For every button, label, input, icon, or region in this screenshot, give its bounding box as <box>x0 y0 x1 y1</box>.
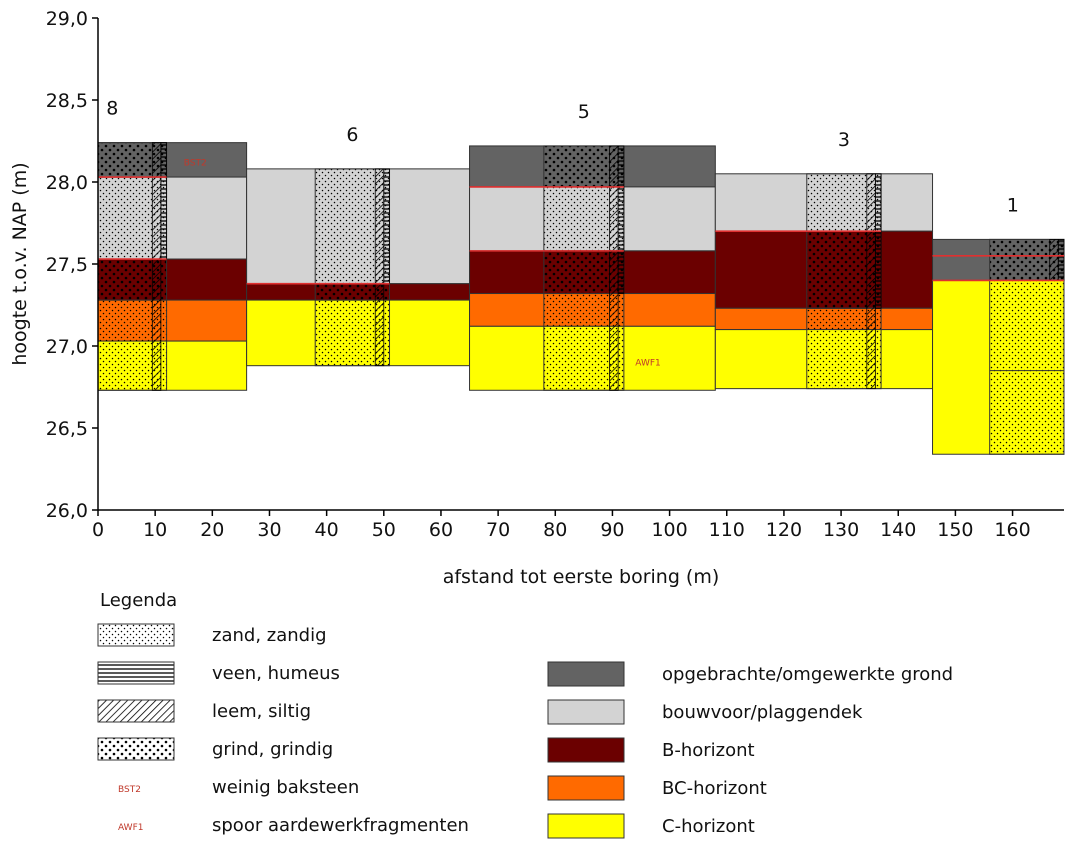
legend-item-lithology: grind, grindig <box>97 737 333 761</box>
strip-veen-pattern <box>1057 238 1065 281</box>
x-tick-label: 90 <box>600 519 624 541</box>
x-tick-label: 100 <box>651 519 687 541</box>
legend-swatch-bouwvoor <box>547 699 625 725</box>
x-axis-label: afstand tot eerste boring (m) <box>443 566 720 588</box>
profile-area: 8 BST2 6 5 AWF1 3 1 <box>97 98 1065 455</box>
legend-marker-label: BST2 <box>118 785 141 795</box>
strip-veen-pattern <box>617 145 625 294</box>
legend-item-lithology: BST2 weinig baksteen <box>118 777 359 798</box>
boring-8: 8 BST2 <box>97 98 248 391</box>
boring-label: 6 <box>346 124 358 146</box>
legend-swatch-b-horizont <box>547 737 625 763</box>
core-zand-pattern <box>989 279 1065 455</box>
boring-label: 8 <box>106 98 118 120</box>
legend-swatch-bc-horizont <box>547 775 625 801</box>
legend-label: zand, zandig <box>212 625 327 646</box>
y-tick-label: 27,0 <box>46 336 88 358</box>
x-tick-label: 40 <box>315 519 339 541</box>
legend: Legenda zand, zandig veen, humeus leem, si… <box>97 590 953 839</box>
legend-label: veen, humeus <box>212 663 340 684</box>
legend-label: bouwvoor/plaggendek <box>662 702 863 723</box>
boring-label: 5 <box>578 101 590 123</box>
x-tick-label: 140 <box>880 519 916 541</box>
legend-swatch-c-horizont <box>547 813 625 839</box>
y-tick-label: 26,0 <box>46 500 88 522</box>
legend-swatch-opgebracht <box>547 661 625 687</box>
strip-leem-pattern <box>374 168 385 367</box>
strip-veen-pattern <box>383 168 390 285</box>
y-tick-label: 28,5 <box>46 90 88 112</box>
boring-label: 3 <box>838 129 850 151</box>
legend-marker-label: AWF1 <box>118 823 143 833</box>
x-tick-label: 50 <box>372 519 396 541</box>
marker-label: AWF1 <box>635 359 660 369</box>
boring-3: 3 <box>714 129 934 390</box>
strip-leem-pattern <box>866 173 876 390</box>
legend-label: opgebrachte/omgewerkte grond <box>662 664 953 685</box>
legend-item-horizon: BC-horizont <box>547 775 767 801</box>
legend-item-lithology: veen, humeus <box>97 661 340 685</box>
legend-swatch-leem <box>97 699 175 723</box>
x-tick-label: 110 <box>709 519 745 541</box>
x-tick-label: 0 <box>92 519 104 541</box>
legend-label: grind, grindig <box>212 739 333 760</box>
x-tick-label: 20 <box>200 519 224 541</box>
legend-swatch-zand <box>97 623 175 647</box>
boring-label: 1 <box>1007 194 1019 216</box>
legend-label: leem, siltig <box>212 701 311 722</box>
legend-item-horizon: C-horizont <box>547 813 755 839</box>
strip-veen-pattern <box>874 173 882 309</box>
y-axis-label: hoogte t.o.v. NAP (m) <box>9 162 31 365</box>
legend-title: Legenda <box>100 590 177 611</box>
x-tick-label: 160 <box>994 519 1030 541</box>
marker-label: BST2 <box>184 159 207 169</box>
strip-leem-pattern <box>609 145 619 391</box>
boring-5: 5 AWF1 <box>469 101 716 391</box>
y-tick-label: 28,0 <box>46 172 88 194</box>
x-tick-label: 60 <box>429 519 453 541</box>
boring-1: 1 <box>932 194 1065 455</box>
strip-leem-pattern <box>151 142 162 391</box>
legend-item-lithology: leem, siltig <box>97 699 311 723</box>
legend-item-lithology: AWF1 spoor aardewerkfragmenten <box>118 815 469 836</box>
strip-veen-pattern <box>160 142 167 260</box>
x-tick-label: 150 <box>937 519 973 541</box>
legend-label: C-horizont <box>662 816 755 837</box>
x-tick-label: 30 <box>257 519 281 541</box>
x-tick-label: 120 <box>766 519 802 541</box>
legend-item-horizon: bouwvoor/plaggendek <box>547 699 863 725</box>
y-tick-label: 29,0 <box>46 8 88 30</box>
strip-leem-pattern <box>1049 238 1059 281</box>
boring-6: 6 <box>246 124 471 367</box>
y-tick-label: 26,5 <box>46 418 88 440</box>
legend-label: BC-horizont <box>662 778 767 799</box>
legend-label: B-horizont <box>662 740 755 761</box>
legend-item-lithology: zand, zandig <box>97 623 327 647</box>
x-tick-label: 80 <box>543 519 567 541</box>
legend-label: weinig baksteen <box>212 777 359 798</box>
axis-ticks: 29,0 28,5 28,0 27,5 27,0 26,5 26,00 10 20 30 40 50 6… <box>46 8 1031 541</box>
x-tick-label: 130 <box>823 519 859 541</box>
x-tick-label: 10 <box>143 519 167 541</box>
legend-label: spoor aardewerkfragmenten <box>212 815 469 836</box>
legend-item-horizon: B-horizont <box>547 737 755 763</box>
legend-swatch-grind <box>97 737 175 761</box>
legend-item-horizon: opgebrachte/omgewerkte grond <box>547 661 953 687</box>
x-tick-label: 70 <box>486 519 510 541</box>
y-tick-label: 27,5 <box>46 254 88 276</box>
legend-swatch-veen <box>97 661 175 685</box>
